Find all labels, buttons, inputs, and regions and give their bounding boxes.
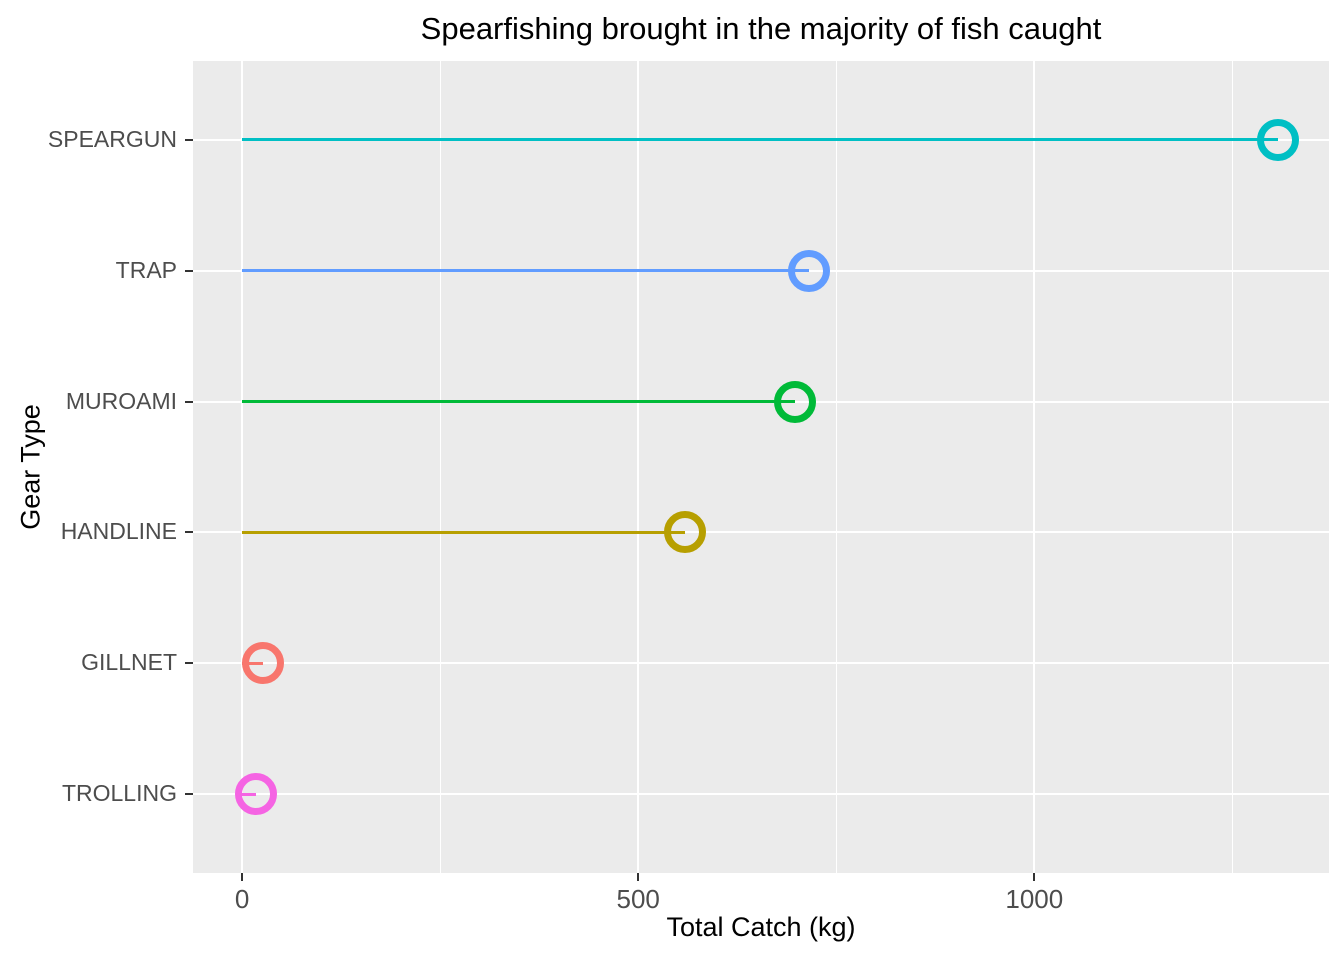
x-tick-label: 500 bbox=[616, 884, 660, 914]
y-tick-label: GILLNET bbox=[81, 649, 177, 676]
lollipop-marker bbox=[1256, 118, 1299, 161]
y-tick-mark bbox=[185, 400, 193, 403]
y-tick-label: TRAP bbox=[115, 256, 177, 283]
lollipop-stem bbox=[242, 269, 810, 273]
x-major-gridline bbox=[241, 61, 244, 873]
chart-title: Spearfishing brought in the majority of … bbox=[420, 11, 1102, 46]
x-tick-mark bbox=[241, 873, 244, 881]
x-axis-title: Total Catch (kg) bbox=[666, 912, 856, 942]
lollipop-marker bbox=[241, 642, 284, 685]
y-tick-mark bbox=[185, 138, 193, 141]
lollipop-marker bbox=[774, 380, 817, 423]
y-tick-mark bbox=[185, 793, 193, 796]
lollipop-marker bbox=[788, 249, 831, 292]
x-minor-gridline bbox=[1231, 61, 1233, 873]
y-tick-label: TROLLING bbox=[61, 780, 177, 807]
y-axis-title: Gear Type bbox=[15, 404, 46, 530]
x-major-gridline bbox=[1033, 61, 1036, 873]
y-major-gridline bbox=[193, 662, 1329, 665]
x-tick-mark bbox=[1033, 873, 1036, 881]
lollipop-marker bbox=[235, 773, 278, 816]
x-tick-mark bbox=[637, 873, 640, 881]
x-minor-gridline bbox=[835, 61, 837, 873]
y-tick-label: MUROAMI bbox=[65, 387, 177, 414]
x-minor-gridline bbox=[439, 61, 441, 873]
y-tick-mark bbox=[185, 531, 193, 534]
y-tick-mark bbox=[185, 662, 193, 665]
lollipop-stem bbox=[242, 138, 1278, 142]
y-major-gridline bbox=[193, 793, 1329, 796]
lollipop-stem bbox=[242, 530, 685, 534]
y-tick-label: SPEARGUN bbox=[47, 125, 177, 152]
y-tick-mark bbox=[185, 269, 193, 272]
y-tick-label: HANDLINE bbox=[60, 518, 177, 545]
x-tick-label: 1000 bbox=[1005, 884, 1064, 914]
x-tick-label: 0 bbox=[234, 884, 250, 914]
x-major-gridline bbox=[637, 61, 640, 873]
lollipop-stem bbox=[242, 400, 796, 404]
plot-panel bbox=[193, 61, 1329, 873]
y-major-gridline bbox=[193, 531, 1329, 534]
lollipop-marker bbox=[663, 511, 706, 554]
